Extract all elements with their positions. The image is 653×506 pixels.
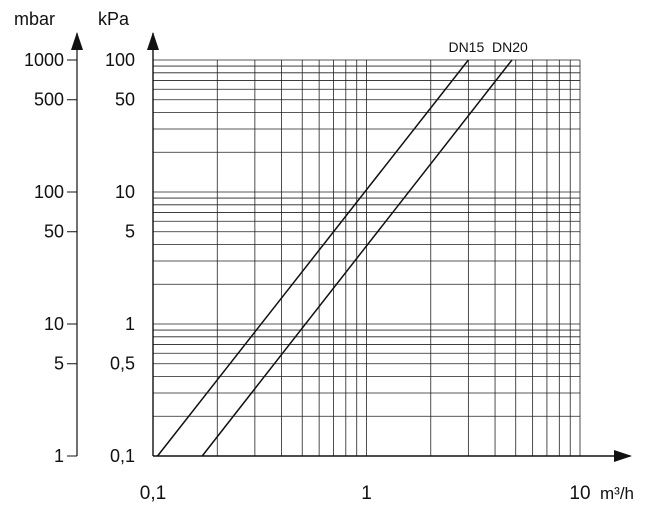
y-tick-label-kpa: 0,1 [110, 446, 135, 466]
y-tick-label-mbar: 5 [54, 354, 64, 374]
y-tick-label-mbar: 1000 [24, 50, 64, 70]
y-left-unit: mbar [14, 9, 55, 29]
y-tick-label-kpa: 0,5 [110, 354, 135, 374]
axes [71, 32, 632, 462]
y-tick-label-kpa: 5 [125, 222, 135, 242]
x-tick-label: 1 [361, 483, 372, 504]
tick-labels: 1000 500 100 50 10 5 1 100 50 10 5 1 0,5 0,10,1 1 10 [24, 50, 591, 504]
x-tick-label: 0,1 [140, 483, 166, 504]
y-tick-label-mbar: 10 [44, 314, 64, 334]
series-line-dn15 [156, 59, 469, 457]
series-label-dn15: DN15 [448, 39, 484, 55]
x-tick-label: 10 [569, 483, 590, 504]
series-label-dn20: DN20 [492, 39, 528, 55]
y-tick-label-mbar: 1 [54, 446, 64, 466]
x-axis-arrow-icon [614, 450, 632, 462]
series-lines: DN15 DN20 [156, 39, 528, 457]
y-axis-mbar-arrow-icon [71, 32, 83, 50]
y-right-unit: kPa [98, 9, 130, 29]
y-tick-label-mbar: 500 [34, 90, 64, 110]
y-axis-arrow-icon [147, 32, 159, 50]
series-line-dn20 [201, 59, 513, 457]
y-tick-label-kpa: 1 [125, 314, 135, 334]
y-tick-label-kpa: 100 [105, 50, 135, 70]
y-tick-label-mbar: 100 [34, 182, 64, 202]
y-tick-label-kpa: 10 [115, 182, 135, 202]
grid [152, 59, 581, 457]
x-unit: m³/h [600, 484, 634, 503]
y-tick-label-kpa: 50 [115, 90, 135, 110]
y-tick-label-mbar: 50 [44, 222, 64, 242]
